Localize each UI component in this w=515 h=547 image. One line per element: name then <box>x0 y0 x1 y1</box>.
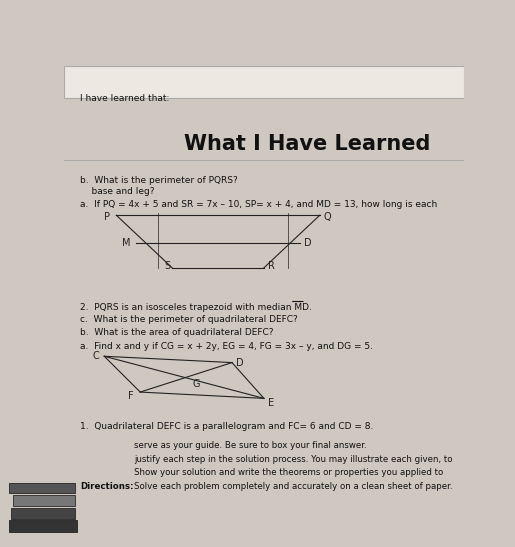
Text: Show your solution and write the theorems or properties you applied to: Show your solution and write the theorem… <box>134 468 443 478</box>
Text: justify each step in the solution process. You may illustrate each given, to: justify each step in the solution proces… <box>134 455 453 464</box>
Text: E: E <box>268 398 274 408</box>
Text: R: R <box>268 261 275 271</box>
Text: C: C <box>92 351 99 361</box>
Text: serve as your guide. Be sure to box your final answer.: serve as your guide. Be sure to box your… <box>134 441 367 450</box>
Text: G: G <box>192 380 200 389</box>
Bar <box>11 508 75 519</box>
Text: 1.  Quadrilateral DEFC is a parallelogram and FC= 6 and CD = 8.: 1. Quadrilateral DEFC is a parallelogram… <box>80 422 374 430</box>
Text: Directions:: Directions: <box>80 482 134 491</box>
Text: D: D <box>236 358 244 368</box>
Bar <box>9 484 75 493</box>
Bar <box>9 520 77 532</box>
Text: M: M <box>122 237 131 248</box>
Bar <box>13 495 75 506</box>
Text: Q: Q <box>324 212 332 222</box>
Text: b.  What is the area of quadrilateral DEFC?: b. What is the area of quadrilateral DEF… <box>80 328 274 337</box>
FancyBboxPatch shape <box>64 66 464 98</box>
Text: I have learned that:: I have learned that: <box>80 94 170 103</box>
Text: a.  If PQ = 4x + 5 and SR = 7x – 10, SP= x + 4, and MD = 13, how long is each: a. If PQ = 4x + 5 and SR = 7x – 10, SP= … <box>80 200 438 208</box>
Text: base and leg?: base and leg? <box>80 187 155 195</box>
Text: 2.  PQRS is an isosceles trapezoid with median MD.: 2. PQRS is an isosceles trapezoid with m… <box>80 303 312 312</box>
Text: P: P <box>104 212 110 222</box>
Text: S: S <box>164 261 170 271</box>
Text: c.  What is the perimeter of quadrilateral DEFC?: c. What is the perimeter of quadrilatera… <box>80 315 298 324</box>
Text: What I Have Learned: What I Have Learned <box>184 134 431 154</box>
Text: D: D <box>304 237 312 248</box>
Text: F: F <box>128 391 134 401</box>
Text: a.  Find x and y if CG = x + 2y, EG = 4, FG = 3x – y, and DG = 5.: a. Find x and y if CG = x + 2y, EG = 4, … <box>80 341 373 351</box>
Text: b.  What is the perimeter of PQRS?: b. What is the perimeter of PQRS? <box>80 176 238 185</box>
Text: Solve each problem completely and accurately on a clean sheet of paper.: Solve each problem completely and accura… <box>134 482 453 491</box>
